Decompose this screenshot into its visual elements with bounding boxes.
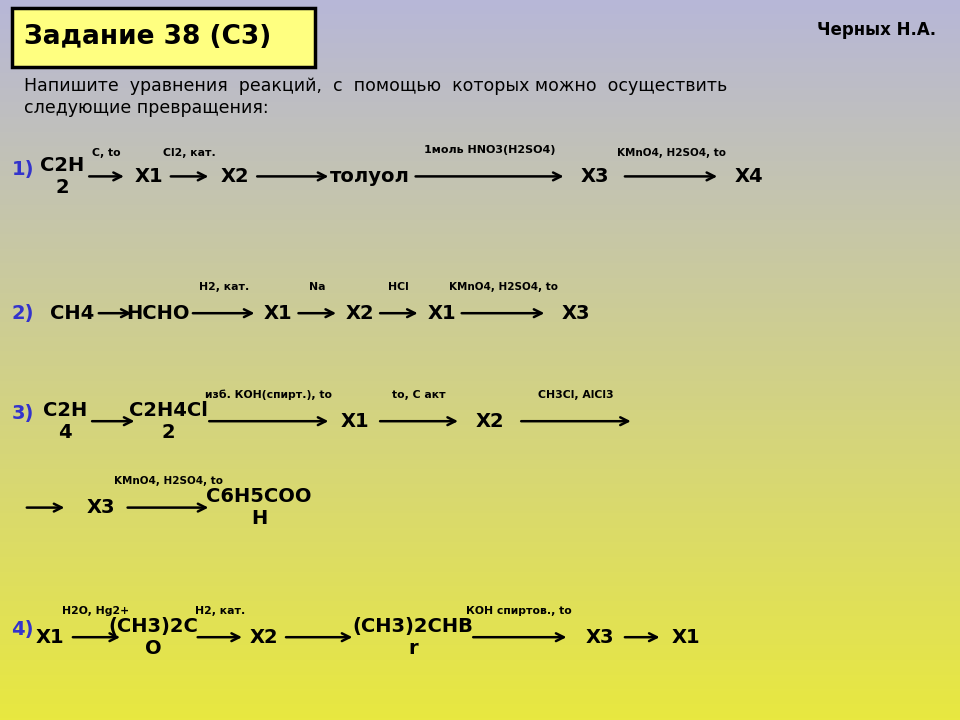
- Text: Х2: Х2: [475, 412, 504, 431]
- Text: Х2: Х2: [250, 628, 278, 647]
- Text: 3): 3): [12, 405, 34, 423]
- Text: Х2: Х2: [221, 167, 250, 186]
- Text: НСНО: НСНО: [127, 304, 190, 323]
- Text: Х1: Х1: [264, 304, 293, 323]
- Text: Х2: Х2: [346, 304, 374, 323]
- Text: (СН3)2С
О: (СН3)2С О: [108, 617, 199, 657]
- Text: С, to: С, to: [92, 148, 121, 158]
- Text: следующие превращения:: следующие превращения:: [24, 99, 269, 117]
- Text: Х1: Х1: [341, 412, 370, 431]
- Text: толуол: толуол: [329, 167, 410, 186]
- Text: CH3Cl, AlCl3: CH3Cl, AlCl3: [539, 390, 613, 400]
- Text: С2Н
4: С2Н 4: [43, 401, 87, 441]
- Text: Х1: Х1: [672, 628, 701, 647]
- Text: 1): 1): [12, 160, 34, 179]
- Text: H2, кат.: H2, кат.: [199, 282, 249, 292]
- Text: HCl: HCl: [388, 282, 409, 292]
- Text: H2O, Hg2+: H2O, Hg2+: [62, 606, 130, 616]
- Text: Х1: Х1: [134, 167, 163, 186]
- Text: С2Н4Cl
2: С2Н4Cl 2: [129, 401, 207, 441]
- Text: H2, кат.: H2, кат.: [195, 606, 245, 616]
- Text: Cl2, кат.: Cl2, кат.: [163, 148, 215, 158]
- Text: (СН3)2СНВ
r: (СН3)2СНВ r: [352, 617, 473, 657]
- Text: Напишите  уравнения  реакций,  с  помощью  которых можно  осуществить: Напишите уравнения реакций, с помощью ко…: [24, 77, 728, 95]
- Text: KMnO4, H2SO4, to: KMnO4, H2SO4, to: [113, 476, 223, 486]
- Text: Х4: Х4: [734, 167, 763, 186]
- Text: С2Н
2: С2Н 2: [40, 156, 84, 197]
- Text: Х1: Х1: [427, 304, 456, 323]
- Text: 1моль HNO3(H2SO4): 1моль HNO3(H2SO4): [424, 145, 555, 155]
- Text: 4): 4): [12, 621, 34, 639]
- Text: КОН спиртов., to: КОН спиртов., to: [467, 606, 572, 616]
- Text: KMnO4, H2SO4, to: KMnO4, H2SO4, to: [448, 282, 558, 292]
- Text: СН4: СН4: [50, 304, 94, 323]
- Text: Na: Na: [308, 282, 325, 292]
- Text: Х3: Х3: [562, 304, 590, 323]
- Text: Черных Н.А.: Черных Н.А.: [817, 21, 936, 39]
- FancyBboxPatch shape: [12, 8, 315, 67]
- Text: Х1: Х1: [36, 628, 64, 647]
- Text: изб. КОН(спирт.), to: изб. КОН(спирт.), to: [205, 389, 332, 400]
- Text: Задание 38 (С3): Задание 38 (С3): [24, 24, 272, 50]
- Text: KMnO4, H2SO4, to: KMnO4, H2SO4, to: [616, 148, 726, 158]
- Text: Х3: Х3: [581, 167, 610, 186]
- Text: Х3: Х3: [86, 498, 115, 517]
- Text: to, С акт: to, С акт: [392, 390, 445, 400]
- Text: С6Н5СОО
Н: С6Н5СОО Н: [206, 487, 312, 528]
- Text: 2): 2): [12, 304, 34, 323]
- Text: Х3: Х3: [586, 628, 614, 647]
